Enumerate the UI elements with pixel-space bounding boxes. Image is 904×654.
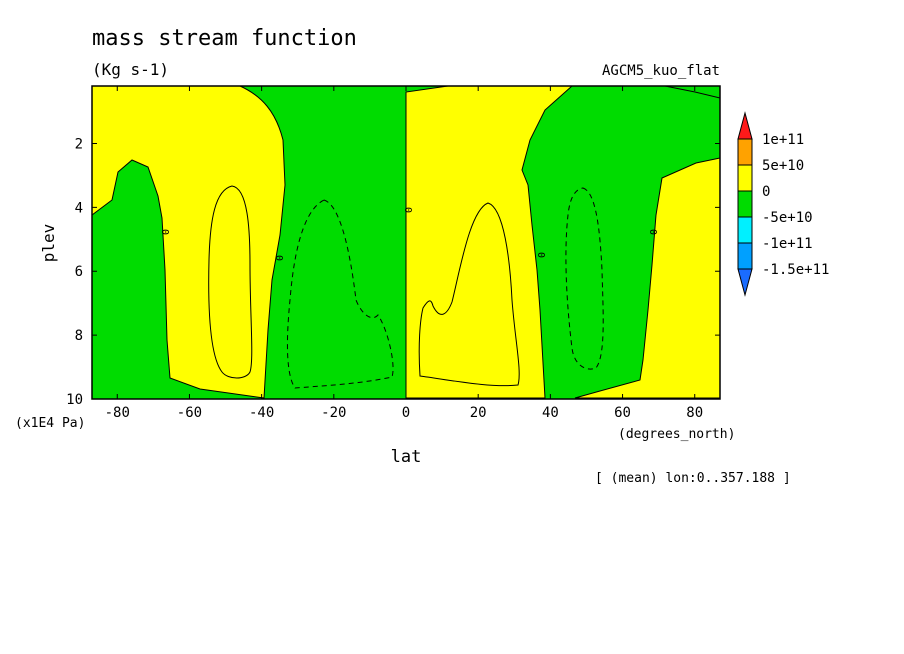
- colorbar-swatch: [737, 242, 753, 270]
- contour-label: 0: [159, 229, 170, 235]
- contour-positive-north: [418, 202, 520, 387]
- colorbar-label: 5e+10: [762, 158, 804, 174]
- colorbar-swatch: [737, 216, 753, 244]
- colorbar-label: -1.5e+11: [762, 262, 829, 278]
- x-axis: -80 -60 -40 -20 0 20 40 60 80: [105, 86, 703, 421]
- contour-negative-north: [565, 187, 604, 370]
- x-tick-label: -80: [105, 405, 130, 421]
- y-tick-label: 10: [66, 392, 83, 408]
- plot-area: 0 0 0 0 0: [91, 85, 721, 400]
- footnote: [ (mean) lon:0..357.188 ]: [595, 471, 791, 486]
- x-tick-label: 60: [614, 405, 631, 421]
- x-tick-label: 20: [470, 405, 487, 421]
- x-axis-label: lat: [391, 447, 422, 467]
- contour-label: 0: [535, 252, 546, 258]
- colorbar-label: 1e+11: [762, 132, 804, 148]
- colorbar-swatch: [737, 111, 753, 140]
- colorbar-swatch: [737, 138, 753, 166]
- experiment-label: AGCM5_kuo_flat: [602, 63, 720, 79]
- x-tick-label: -20: [321, 405, 346, 421]
- chart-units: (Kg s-1): [92, 60, 169, 79]
- contour-label: 0: [402, 207, 413, 213]
- positive-cell-south-polar: [91, 85, 286, 399]
- x-tick-label: -60: [177, 405, 202, 421]
- x-tick-label: -40: [249, 405, 274, 421]
- x-tick-label: 0: [402, 405, 410, 421]
- colorbar-swatch: [737, 190, 753, 218]
- x-tick-label: 80: [686, 405, 703, 421]
- positive-cell-north-polar: [574, 157, 721, 399]
- y-tick-label: 6: [75, 264, 83, 280]
- colorbar-label: -5e+10: [762, 210, 813, 226]
- colorbar-label: -1e+11: [762, 236, 813, 252]
- colorbar-swatch: [737, 268, 753, 297]
- y-tick-label: 8: [75, 328, 83, 344]
- y-axis: 2 4 6 8 10: [66, 136, 720, 408]
- contour-positive-south: [208, 185, 253, 379]
- colorbar-label: 0: [762, 184, 770, 200]
- x-tick-label: 40: [542, 405, 559, 421]
- x-axis-units: (degrees_north): [618, 427, 735, 442]
- y-axis-units: (x1E4 Pa): [15, 416, 85, 431]
- colorbar-legend: 1e+11 5e+10 0 -5e+10 -1e+11 -1.5e+11: [737, 111, 829, 297]
- contour-negative-south: [286, 199, 394, 389]
- chart-title: mass stream function: [92, 26, 357, 51]
- y-tick-label: 4: [75, 200, 83, 216]
- y-axis-label: plev: [39, 224, 58, 263]
- contour-label: 0: [273, 255, 284, 261]
- colorbar-swatch: [737, 164, 753, 192]
- y-tick-label: 2: [75, 136, 83, 152]
- contour-label: 0: [647, 229, 658, 235]
